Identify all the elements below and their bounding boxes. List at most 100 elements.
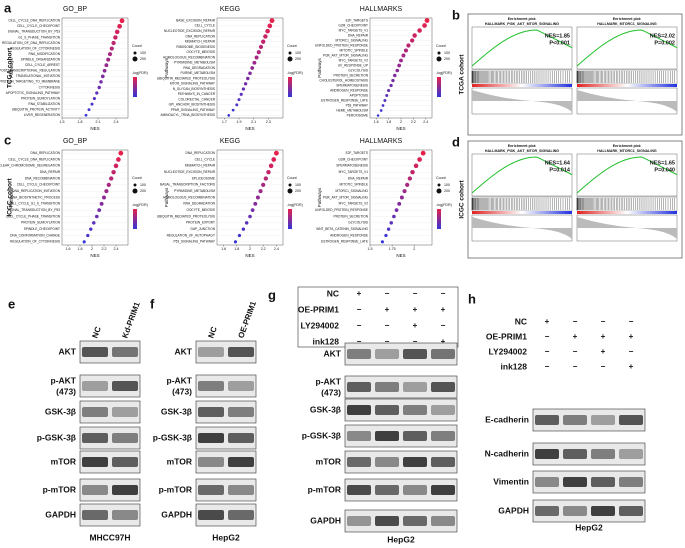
row-label: mTOR — [167, 456, 192, 466]
x-axis-label: NES — [396, 253, 405, 258]
pathway-label: G2M_CHECKPOINT — [338, 23, 368, 27]
rank-metric — [472, 217, 572, 239]
legend-title: -log(FDR) — [436, 203, 452, 207]
legend-dot — [436, 188, 442, 194]
band — [403, 457, 427, 467]
dot — [383, 99, 387, 102]
pathway-label: COLORECTAL_CANCER — [178, 97, 215, 101]
x-tick-label: 2.2 — [261, 247, 266, 251]
dot — [389, 83, 393, 88]
cell-line: HepG2 — [212, 532, 240, 542]
treatment-sign: − — [441, 321, 446, 330]
blot-frame — [532, 499, 646, 523]
dot — [99, 201, 104, 206]
dot — [402, 189, 407, 194]
legend-title: -log(FDR) — [436, 71, 452, 75]
dot — [92, 96, 96, 101]
dot — [84, 113, 88, 117]
treatment-sign: − — [441, 289, 446, 298]
blot-frame — [79, 426, 141, 450]
treatment-sign: + — [545, 317, 550, 326]
pathway-label: PROTEIN_TARGETING_TO_MEMBRANE — [0, 80, 60, 84]
band — [347, 382, 371, 392]
dot — [97, 85, 101, 90]
dot — [413, 163, 419, 169]
legend-value: 100 — [295, 183, 301, 187]
band — [431, 485, 455, 495]
rank-bar — [472, 84, 572, 87]
band — [347, 431, 371, 441]
dot — [376, 114, 380, 117]
dot — [397, 201, 402, 206]
p-stat: P=0.002 — [654, 40, 675, 46]
legend-dot — [133, 183, 137, 187]
band — [591, 506, 615, 516]
band — [431, 349, 455, 359]
pathway-label: RIBOSOME_BIOGENESIS — [176, 45, 215, 49]
y-axis-label: Pathways — [164, 187, 169, 207]
pathway-label: CELL_CYCLE_DNA_REPLICATION — [8, 19, 60, 23]
row-label: AKT — [59, 346, 77, 356]
blot-frame — [79, 374, 141, 398]
panel-letter: e — [8, 296, 15, 311]
treatment-sign: − — [545, 362, 550, 371]
x-tick-label: 1.5 — [60, 120, 65, 124]
legend-value: 200 — [140, 57, 146, 61]
pathway-label: NUCLEOTIDE_EXCISION_REPAIR — [164, 29, 216, 33]
gsea-title: Enrichment plot: — [508, 17, 537, 21]
dot — [231, 108, 235, 112]
band — [375, 405, 399, 415]
dot — [381, 104, 385, 107]
legend-dot — [287, 188, 293, 194]
band — [375, 485, 399, 495]
blot-frame — [195, 374, 257, 398]
treatment-sign: + — [357, 289, 362, 298]
pathway-label: GLYCOLYSIS — [348, 68, 368, 72]
plot-frame — [369, 17, 433, 119]
y-axis-label: Pathways — [9, 57, 14, 77]
dot — [241, 87, 246, 91]
band — [82, 485, 108, 495]
dot — [417, 157, 422, 162]
legend-dot — [133, 51, 137, 55]
dot — [239, 92, 243, 96]
legend-value: 100 — [444, 183, 450, 187]
cohort-label: TCGA cohort — [7, 47, 14, 88]
pathway-label: CELL_CYCLE_PHASE_TRANSITION — [6, 214, 61, 218]
dot — [385, 94, 389, 97]
treatment-label: ink128 — [501, 361, 528, 371]
band — [347, 516, 371, 526]
x-tick-label: 1.75 — [389, 247, 396, 251]
blot-frame — [195, 400, 257, 424]
pathway-label: PROTEIN_SUMOYLATION — [21, 96, 61, 100]
gsea-frame — [467, 140, 683, 259]
hits-frame — [471, 196, 573, 212]
band — [198, 485, 224, 495]
pathway-label: MYC_TARGETS_V2 — [339, 202, 369, 206]
es-curve — [576, 156, 678, 194]
row-label: GAPDH — [45, 509, 76, 519]
treatment-sign: − — [545, 347, 550, 356]
dot — [410, 38, 415, 43]
pathway-label: HOMOLOGOUS_RECOMBINATION — [163, 55, 216, 59]
band — [619, 415, 643, 425]
pathway-label: CELL_CYCLE — [195, 157, 215, 161]
treatment-sign: − — [413, 337, 418, 346]
band — [82, 457, 108, 467]
dot — [261, 39, 266, 44]
pathway-label: REGULATION_OF_CYTOKINESIS — [10, 46, 60, 50]
pathway-label: ANDROGEN_RESPONSE — [330, 233, 368, 237]
row-label: Vimentin — [493, 476, 529, 486]
pathway-label: SPINDLE_ORGANIZATION — [21, 58, 61, 62]
band — [198, 407, 224, 417]
blot-frame — [344, 424, 458, 448]
band — [375, 516, 399, 526]
band — [198, 433, 224, 443]
pathway-label: GLYCOLYSIS — [348, 221, 368, 225]
band — [347, 405, 371, 415]
pathway-label: MISMATCH_REPAIR — [185, 164, 216, 168]
cell-line: MHCC97H — [89, 532, 130, 542]
gsea-title: Enrichment plot: — [613, 144, 642, 148]
treatment-label: NC — [327, 288, 339, 298]
x-tick-label: 2.1 — [251, 120, 256, 124]
